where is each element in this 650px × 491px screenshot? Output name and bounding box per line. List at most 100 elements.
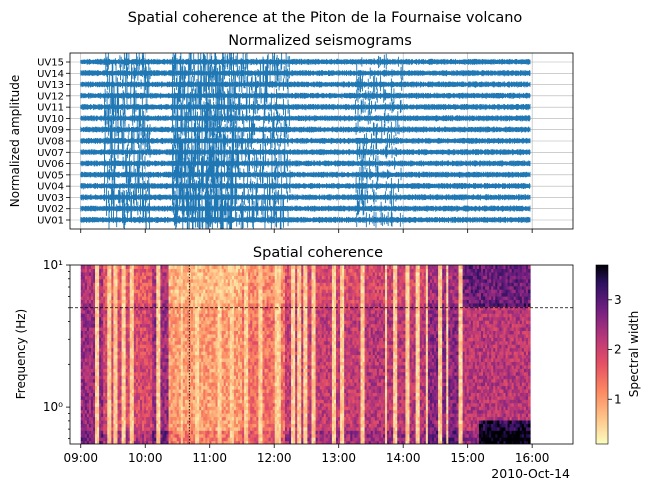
heatmap-cell — [197, 361, 200, 366]
heatmap-cell — [260, 268, 264, 273]
heatmap-cell — [82, 378, 86, 383]
heatmap-cell — [105, 388, 108, 393]
heatmap-cell — [97, 357, 100, 362]
heatmap-cell — [88, 385, 92, 390]
heatmap-cell — [95, 326, 98, 331]
heatmap-cell — [256, 368, 260, 373]
heatmap-cell — [231, 344, 235, 349]
heatmap-cell — [111, 271, 115, 276]
heatmap-cell — [133, 340, 137, 345]
heatmap-cell — [131, 433, 135, 438]
heatmap-cell — [154, 309, 157, 314]
heatmap-cell — [254, 440, 257, 444]
heatmap-cell — [176, 361, 180, 366]
heatmap-cell — [97, 268, 100, 273]
heatmap-cell — [162, 371, 166, 376]
heatmap-cell — [252, 357, 255, 362]
heatmap-cell — [103, 295, 106, 301]
heatmap-cell — [144, 354, 147, 359]
heatmap-cell — [176, 378, 180, 383]
heatmap-cell — [95, 313, 98, 318]
heatmap-cell — [160, 357, 164, 362]
heatmap-cell — [111, 282, 115, 287]
heatmap-cell — [172, 426, 176, 431]
heatmap-cell — [107, 392, 110, 397]
heatmap-cell — [127, 340, 131, 345]
heatmap-cell — [131, 419, 135, 424]
heatmap-cell — [256, 268, 260, 273]
heatmap-cell — [203, 392, 206, 397]
heatmap-cell — [146, 309, 149, 314]
heatmap-cell — [131, 275, 135, 280]
heatmap-cell — [123, 426, 127, 431]
heatmap-cell — [207, 306, 210, 311]
heatmap-cell — [123, 382, 127, 387]
heatmap-cell — [135, 382, 139, 387]
heatmap-cell — [127, 326, 131, 331]
heatmap-cell — [233, 285, 237, 290]
heatmap-cell — [223, 361, 227, 366]
heatmap-cell — [150, 316, 153, 321]
heatmap-cell — [95, 392, 98, 397]
heatmap-cell — [266, 413, 270, 418]
heatmap-cell — [260, 340, 264, 345]
heatmap-cell — [111, 399, 115, 404]
heatmap-cell — [225, 402, 229, 407]
heatmap-cell — [268, 333, 272, 338]
heatmap-cell — [142, 320, 145, 325]
heatmap-cell — [213, 392, 217, 397]
heatmap-cell — [93, 278, 96, 283]
heatmap-cell — [103, 333, 106, 338]
heatmap-cell — [123, 282, 127, 287]
heatmap-cell — [203, 375, 206, 380]
heatmap-cell — [146, 285, 149, 290]
heatmap-cell — [211, 306, 215, 311]
heatmap-cell — [127, 371, 131, 376]
heatmap-cell — [270, 430, 274, 435]
heatmap-cell — [125, 326, 129, 331]
heatmap-cell — [150, 333, 153, 338]
heatmap-cell — [103, 357, 106, 362]
heatmap-cell — [154, 282, 157, 287]
heatmap-cell — [168, 323, 172, 328]
heatmap-cell — [152, 416, 155, 421]
heatmap-cell — [82, 392, 86, 397]
heatmap-cell — [174, 302, 178, 307]
heatmap-cell — [250, 371, 253, 376]
heatmap-cell — [246, 368, 249, 373]
heatmap-cell — [97, 440, 100, 444]
heatmap-cell — [199, 306, 202, 311]
heatmap-cell — [266, 361, 270, 366]
heatmap-cell — [193, 388, 196, 393]
heatmap-cell — [144, 265, 147, 270]
heatmap-cell — [113, 278, 117, 283]
heatmap-cell — [125, 268, 129, 273]
heatmap-cell — [86, 419, 90, 424]
heatmap-cell — [95, 437, 98, 442]
heatmap-cell — [178, 306, 182, 311]
heatmap-cell — [242, 392, 245, 397]
heatmap-cell — [133, 354, 137, 359]
heatmap-cell — [188, 292, 192, 297]
heatmap-cell — [95, 413, 98, 418]
heatmap-cell — [203, 337, 206, 342]
heatmap-cell — [82, 316, 86, 321]
heatmap-cell — [248, 320, 251, 325]
heatmap-cell — [266, 440, 270, 444]
heatmap-cell — [131, 351, 135, 356]
heatmap-cell — [215, 406, 219, 411]
heatmap-cell — [256, 309, 260, 314]
heatmap-cell — [160, 433, 164, 438]
heatmap-cell — [221, 368, 225, 373]
heatmap-cell — [103, 371, 106, 376]
heatmap-cell — [84, 395, 88, 400]
heatmap-cell — [211, 302, 215, 307]
heatmap-cell — [248, 357, 251, 362]
heatmap-cell — [195, 289, 198, 294]
heatmap-cell — [248, 388, 251, 393]
heatmap-cell — [158, 313, 161, 318]
heatmap-cell — [154, 416, 157, 421]
heatmap-cell — [191, 385, 194, 390]
heatmap-cell — [237, 437, 241, 442]
heatmap-cell — [264, 275, 268, 280]
